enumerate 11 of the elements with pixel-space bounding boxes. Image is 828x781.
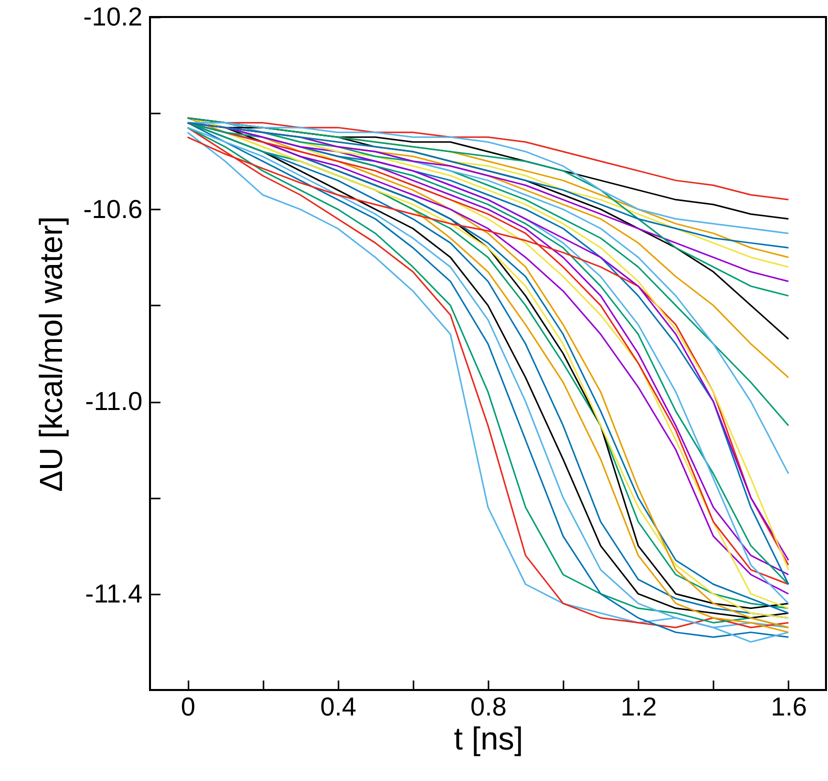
x-tick-label: 1.6 [770, 692, 808, 722]
y-tick-label: -11.0 [85, 386, 142, 416]
y-tick-label: -11.4 [85, 578, 142, 608]
y-tick-label: -10.2 [83, 2, 142, 32]
x-tick-label: 1.2 [620, 692, 657, 722]
x-tick-label: 0.8 [470, 692, 507, 722]
y-axis-title: ΔU [kcal/mol water] [33, 216, 70, 492]
x-axis-title: t [ns] [454, 720, 524, 756]
x-tick-label: 0 [180, 692, 196, 722]
y-tick-label: -10.6 [83, 194, 142, 224]
x-tick-label: 0.4 [320, 692, 356, 722]
